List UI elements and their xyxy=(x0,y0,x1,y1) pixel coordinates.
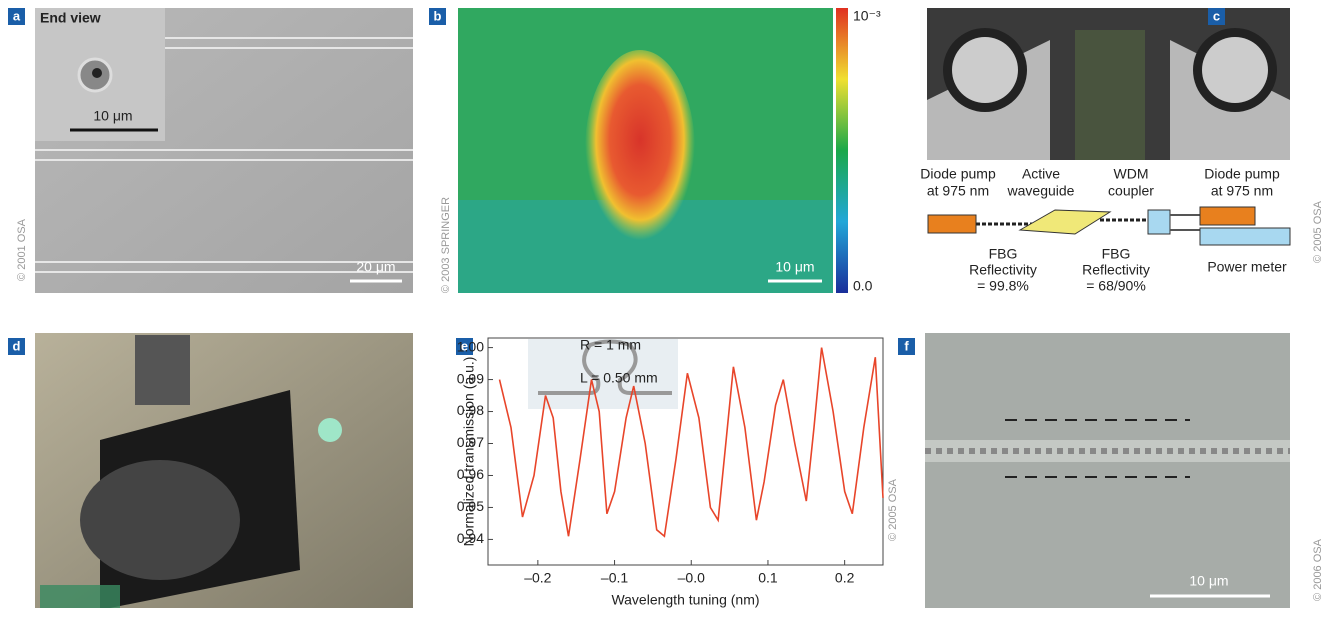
diagram-label: = 99.8% xyxy=(977,278,1029,294)
diagram-label: WDM xyxy=(1114,166,1149,182)
panel-label: a xyxy=(13,8,21,23)
waveguide-track xyxy=(925,440,1290,462)
knob xyxy=(135,335,190,405)
colorbar-max: 10⁻³ xyxy=(853,8,881,24)
panel-f: f 10 μm © 2006 OSA xyxy=(898,333,1324,608)
diagram-label: Diode pump xyxy=(920,166,996,182)
copyright: © 2003 SPRINGER xyxy=(440,197,452,293)
panel-label-box xyxy=(8,338,25,355)
copyright: © 2005 OSA xyxy=(1312,200,1324,263)
panel-b: b 10⁻³ 0.0 10 μm © 2003 SPRINGER xyxy=(429,8,881,294)
y-tick-label: 0.94 xyxy=(457,530,484,546)
scale-label: 10 μm xyxy=(775,259,814,275)
colorbar xyxy=(836,8,848,293)
panel-label-box xyxy=(429,8,446,25)
panel-label-box xyxy=(456,338,473,355)
data-line xyxy=(498,347,884,538)
scale-label: 10 μm xyxy=(93,108,132,124)
panel-e: e R = 1 mm L = 0.50 mm © 2005 OSA xyxy=(456,337,899,566)
inset-label: L = 0.50 mm xyxy=(580,370,658,386)
x-tick-label: –0.1 xyxy=(601,570,628,586)
wdm xyxy=(1147,209,1171,235)
scale-label: 10 μm xyxy=(1189,573,1228,589)
inset xyxy=(528,339,678,409)
pump xyxy=(1199,206,1256,226)
pump xyxy=(927,214,977,234)
diagram-label: at 975 nm xyxy=(1211,183,1273,199)
plot-frame xyxy=(487,337,884,566)
y-tick-label: 0.95 xyxy=(457,498,484,514)
green-spot xyxy=(318,418,342,442)
ring-diagram xyxy=(538,339,672,395)
copyright: © 2005 OSA xyxy=(887,478,899,541)
mode-profile xyxy=(585,50,695,250)
inset-title: End view xyxy=(40,10,101,26)
x-tick-label: 0.2 xyxy=(835,570,855,586)
y-tick-label: 0.97 xyxy=(457,434,484,450)
power-meter xyxy=(1199,227,1291,246)
scale-label: 20 μm xyxy=(356,259,395,275)
panel-label-box xyxy=(8,8,25,25)
panel-c: c Diode pump at 975 nm Active waveguide … xyxy=(920,8,1324,294)
colorbar-min: 0.0 xyxy=(853,278,873,294)
y-tick-label: 0.96 xyxy=(457,466,484,482)
diagram-label: Active xyxy=(1022,166,1060,182)
panel-d: d xyxy=(8,333,413,608)
panel-label-box xyxy=(1208,8,1225,25)
y-axis-title: Normalized transmission (a.u.) xyxy=(461,357,477,547)
diagram-label: Reflectivity xyxy=(969,262,1037,278)
panel-label: f xyxy=(904,338,909,353)
y-tick-label: 1.00 xyxy=(457,338,484,354)
x-tick-label: 0.1 xyxy=(758,570,778,586)
x-tick-label: –0.0 xyxy=(678,570,705,586)
copyright: © 2001 OSA xyxy=(16,218,28,281)
panel-label: e xyxy=(461,338,468,353)
panel-label: b xyxy=(434,8,442,23)
y-tick-label: 0.98 xyxy=(457,402,484,418)
diagram-label: = 68/90% xyxy=(1086,278,1146,294)
diagram-label: coupler xyxy=(1108,183,1154,199)
panel-label: c xyxy=(1213,8,1220,23)
diagram-label: FBG xyxy=(1102,246,1131,262)
y-tick-label: 0.99 xyxy=(457,370,484,386)
panel-a: a End view 10 μm 20 μm © 2001 OSA xyxy=(8,8,413,293)
panel-label: d xyxy=(13,338,21,353)
waveguide xyxy=(1018,209,1112,235)
inset-label: R = 1 mm xyxy=(580,337,641,353)
chip xyxy=(1075,30,1145,160)
micrograph xyxy=(925,333,1290,608)
diagram-label: Diode pump xyxy=(1204,166,1280,182)
x-axis-title: Wavelength tuning (nm) xyxy=(611,592,759,608)
core-center xyxy=(92,68,102,78)
objective xyxy=(80,460,240,580)
panel-label-box xyxy=(898,338,915,355)
diagram-label: Reflectivity xyxy=(1082,262,1150,278)
x-tick-label: –0.2 xyxy=(524,570,551,586)
diagram-label: at 975 nm xyxy=(927,183,989,199)
diagram-label: Power meter xyxy=(1207,259,1287,275)
copyright: © 2006 OSA xyxy=(1312,538,1324,601)
diagram-label: waveguide xyxy=(1007,183,1075,199)
diagram-label: FBG xyxy=(989,246,1018,262)
waveguide-lines xyxy=(35,37,413,273)
